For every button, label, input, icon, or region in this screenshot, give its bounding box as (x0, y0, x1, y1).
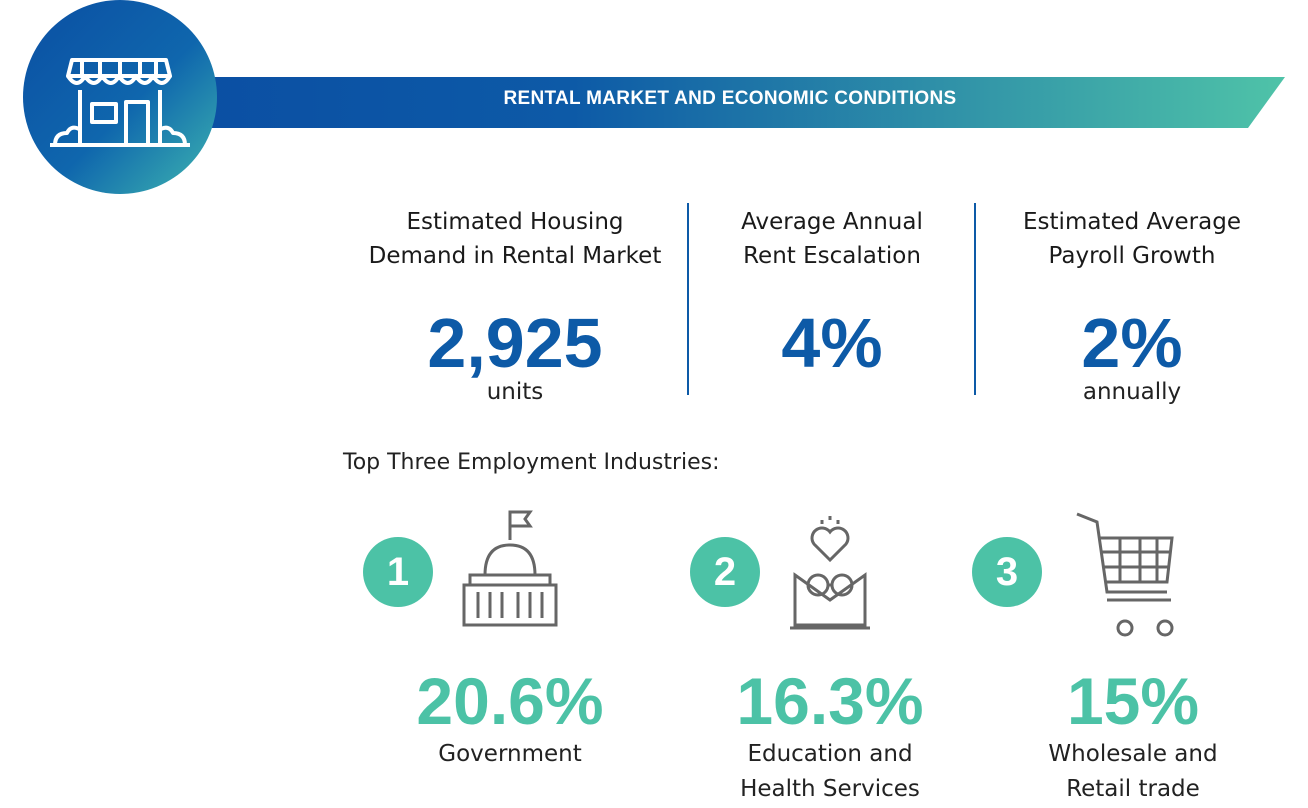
stat-label: Average Annual (741, 209, 923, 235)
stat-label: Rent Escalation (743, 243, 921, 269)
industry-value: 20.6% (416, 664, 604, 738)
banner (190, 77, 1285, 128)
industry-name: Education and (747, 741, 913, 767)
industry-name: Health Services (740, 776, 920, 802)
industry: 15% Wholesale and Retail trade (983, 668, 1283, 807)
rank-badge: 2 (690, 537, 760, 607)
stat-label: Estimated Average (1023, 209, 1241, 235)
industry: 20.6% Government (360, 668, 660, 772)
cart-icon (1076, 512, 1174, 637)
stat-unit: units (486, 379, 544, 405)
industry-name: Retail trade (1066, 776, 1200, 802)
banner-title: RENTAL MARKET AND ECONOMIC CONDITIONS (503, 88, 957, 109)
education-icon (790, 516, 870, 630)
industry-value: 16.3% (736, 664, 924, 738)
stat: Estimated Housing Demand in Rental Marke… (365, 205, 665, 406)
stat-label: Estimated Housing (406, 209, 624, 235)
stat: Estimated Average Payroll Growth 2% annu… (982, 205, 1282, 406)
government-icon (462, 510, 558, 627)
stat-unit: annually (1082, 379, 1182, 405)
industry-name: Wholesale and (1048, 741, 1218, 767)
stat: Average Annual Rent Escalation 4% (682, 205, 982, 378)
store-icon (50, 58, 190, 147)
stat-value: 4% (781, 304, 883, 382)
icon-circle (23, 0, 217, 194)
rank-badge: 3 (972, 537, 1042, 607)
industry-value: 15% (1066, 664, 1200, 738)
industries-heading: Top Three Employment Industries: (343, 450, 720, 475)
industry-name: Government (438, 741, 582, 767)
rank-badge: 1 (363, 537, 433, 607)
stat-label: Demand in Rental Market (368, 243, 662, 269)
stat-value: 2% (1081, 304, 1183, 382)
stat-value: 2,925 (427, 304, 603, 382)
industry: 16.3% Education and Health Services (680, 668, 980, 807)
stat-label: Payroll Growth (1048, 243, 1216, 269)
divider (687, 203, 689, 395)
header-graphic (23, 0, 1285, 194)
industry-icons (462, 510, 1174, 637)
divider (974, 203, 976, 395)
